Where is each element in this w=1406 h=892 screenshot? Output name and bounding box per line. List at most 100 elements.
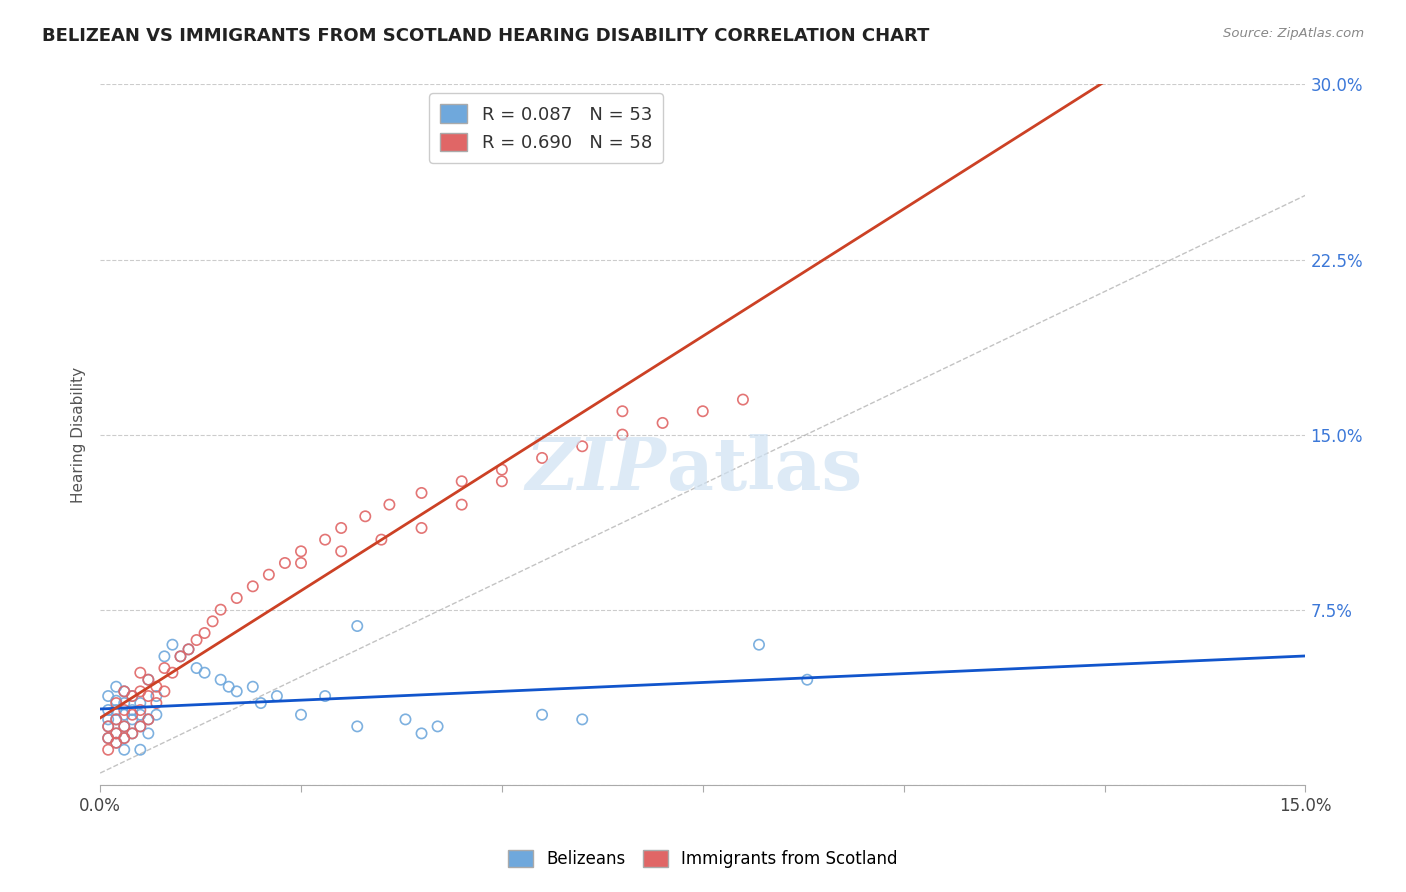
Point: [97, 731, 120, 745]
Point: [145, 696, 167, 710]
Point: [346, 619, 368, 633]
Point: [612, 404, 634, 418]
Text: BELIZEAN VS IMMIGRANTS FROM SCOTLAND HEARING DISABILITY CORRELATION CHART: BELIZEAN VS IMMIGRANTS FROM SCOTLAND HEA…: [42, 27, 929, 45]
Point: [112, 696, 135, 710]
Point: [97, 689, 120, 703]
Point: [105, 726, 128, 740]
Point: [177, 642, 200, 657]
Point: [330, 521, 353, 535]
Point: [225, 591, 247, 605]
Point: [105, 694, 128, 708]
Point: [370, 533, 392, 547]
Text: ZIP: ZIP: [526, 434, 666, 505]
Point: [225, 684, 247, 698]
Point: [121, 689, 143, 703]
Point: [97, 719, 120, 733]
Point: [129, 707, 152, 722]
Point: [274, 556, 297, 570]
Point: [129, 665, 152, 680]
Point: [112, 719, 135, 733]
Text: atlas: atlas: [666, 434, 862, 505]
Point: [121, 712, 143, 726]
Point: [354, 509, 377, 524]
Point: [346, 719, 368, 733]
Point: [112, 684, 135, 698]
Point: [153, 684, 176, 698]
Point: [209, 602, 232, 616]
Point: [112, 684, 135, 698]
Point: [426, 719, 449, 733]
Point: [153, 661, 176, 675]
Point: [218, 680, 240, 694]
Point: [186, 633, 208, 648]
Point: [145, 689, 167, 703]
Point: [121, 703, 143, 717]
Point: [112, 743, 135, 757]
Point: [314, 689, 336, 703]
Point: [194, 665, 217, 680]
Point: [105, 696, 128, 710]
Point: [201, 615, 224, 629]
Point: [169, 649, 191, 664]
Point: [129, 696, 152, 710]
Text: Source: ZipAtlas.com: Source: ZipAtlas.com: [1223, 27, 1364, 40]
Point: [450, 475, 472, 489]
Point: [242, 579, 264, 593]
Point: [121, 707, 143, 722]
Point: [105, 736, 128, 750]
Point: [129, 719, 152, 733]
Point: [378, 498, 401, 512]
Point: [242, 680, 264, 694]
Point: [97, 743, 120, 757]
Point: [129, 703, 152, 717]
Point: [186, 661, 208, 675]
Point: [314, 533, 336, 547]
Point: [209, 673, 232, 687]
Point: [731, 392, 754, 407]
Point: [162, 638, 184, 652]
Point: [121, 726, 143, 740]
Point: [105, 680, 128, 694]
Point: [531, 707, 554, 722]
Point: [97, 703, 120, 717]
Point: [394, 712, 416, 726]
Point: [138, 712, 160, 726]
Point: [97, 731, 120, 745]
Point: [105, 712, 128, 726]
Point: [330, 544, 353, 558]
Point: [138, 726, 160, 740]
Point: [105, 736, 128, 750]
Point: [612, 427, 634, 442]
Point: [491, 475, 513, 489]
Point: [290, 556, 312, 570]
Point: [491, 462, 513, 476]
Point: [748, 638, 770, 652]
Point: [112, 731, 135, 745]
Legend: R = 0.087   N = 53, R = 0.690   N = 58: R = 0.087 N = 53, R = 0.690 N = 58: [429, 94, 662, 163]
Point: [169, 649, 191, 664]
Point: [121, 726, 143, 740]
Point: [105, 726, 128, 740]
Point: [105, 712, 128, 726]
Point: [145, 707, 167, 722]
Point: [153, 649, 176, 664]
Point: [636, 124, 658, 138]
Point: [129, 684, 152, 698]
Point: [138, 689, 160, 703]
Point: [450, 498, 472, 512]
Legend: Belizeans, Immigrants from Scotland: Belizeans, Immigrants from Scotland: [502, 843, 904, 875]
Point: [138, 712, 160, 726]
Point: [97, 712, 120, 726]
Point: [411, 726, 433, 740]
Point: [692, 404, 714, 418]
Point: [121, 689, 143, 703]
Point: [97, 719, 120, 733]
Y-axis label: Hearing Disability: Hearing Disability: [72, 367, 86, 503]
Point: [112, 707, 135, 722]
Point: [162, 665, 184, 680]
Point: [411, 521, 433, 535]
Point: [290, 707, 312, 722]
Point: [105, 703, 128, 717]
Point: [112, 719, 135, 733]
Point: [145, 680, 167, 694]
